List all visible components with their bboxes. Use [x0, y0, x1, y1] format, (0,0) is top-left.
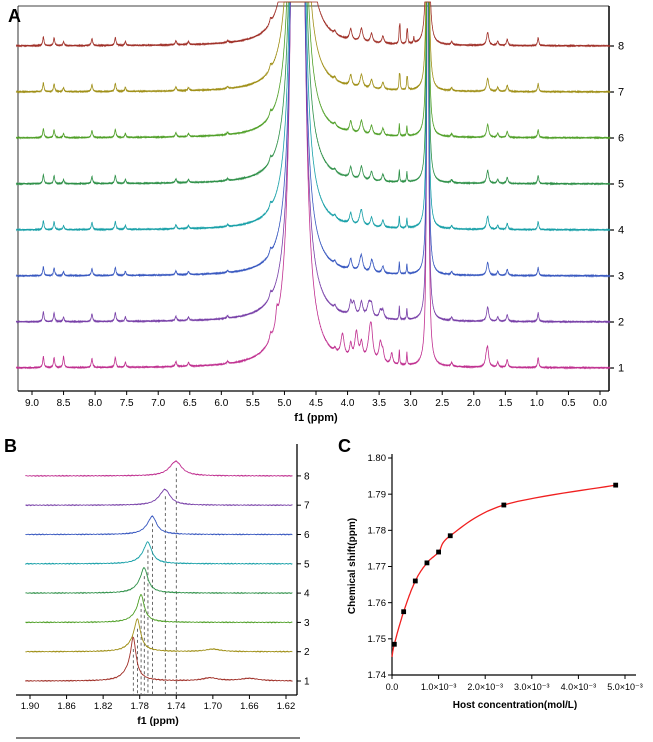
svg-text:1.79: 1.79 [368, 489, 387, 500]
svg-text:1: 1 [304, 677, 310, 688]
svg-text:7: 7 [618, 87, 624, 99]
panel-c-label: C [338, 436, 351, 456]
svg-text:3.5: 3.5 [372, 398, 386, 409]
data-point-marker [391, 641, 397, 647]
svg-text:1.70: 1.70 [204, 701, 223, 712]
panel-c-markers [391, 482, 619, 647]
svg-text:3.0×10⁻³: 3.0×10⁻³ [514, 682, 550, 692]
panel-c-binding-curve-chart: 1.74 1.75 1.76 1.77 1.78 1.79 1.80 0.0 1.0×10⁻³ 2… [347, 453, 643, 711]
nmr-trace-1 [15, 1, 611, 370]
svg-text:8.5: 8.5 [57, 398, 71, 409]
svg-text:8: 8 [618, 41, 624, 53]
nmr-trace-7 [15, 1, 611, 94]
svg-text:3: 3 [304, 618, 310, 629]
nmr-zoom-trace-2 [25, 618, 293, 653]
svg-text:4.0: 4.0 [341, 398, 355, 409]
svg-text:0.0: 0.0 [386, 682, 399, 692]
nmr-trace-5 [15, 1, 611, 186]
svg-text:6.0: 6.0 [214, 398, 228, 409]
panel-a-nmr-stack-chart: 9.0 8.5 8.0 7.5 7.0 6.5 6.0 5.5 5.0 4.5 4.0 3.5 3.0 2… [15, 1, 624, 424]
svg-text:5: 5 [618, 179, 624, 191]
svg-text:3: 3 [618, 271, 624, 283]
nmr-zoom-trace-7 [25, 488, 293, 507]
svg-text:1.78: 1.78 [130, 701, 149, 712]
panel-b-label: B [4, 436, 17, 456]
data-point-marker [447, 533, 453, 539]
svg-text:1.75: 1.75 [368, 634, 387, 645]
svg-text:2: 2 [618, 317, 624, 329]
data-point-marker [613, 482, 619, 488]
svg-text:0.0: 0.0 [593, 398, 607, 409]
svg-text:9.0: 9.0 [25, 398, 39, 409]
nmr-zoom-trace-4 [25, 566, 293, 595]
svg-text:7: 7 [304, 501, 310, 512]
svg-text:1.62: 1.62 [277, 701, 296, 712]
svg-text:5: 5 [304, 559, 310, 570]
svg-text:1.78: 1.78 [368, 526, 387, 537]
svg-text:1.74: 1.74 [368, 670, 387, 681]
svg-text:f1 (ppm): f1 (ppm) [137, 715, 178, 727]
nmr-zoom-trace-1 [25, 636, 293, 682]
svg-text:2: 2 [304, 647, 310, 658]
nmr-trace-6 [15, 1, 611, 140]
svg-text:1.90: 1.90 [21, 701, 40, 712]
nmr-zoom-trace-8 [25, 460, 293, 478]
svg-text:Chemical shift(ppm): Chemical shift(ppm) [347, 518, 358, 614]
nmr-trace-3 [15, 1, 611, 278]
svg-text:5.0×10⁻³: 5.0×10⁻³ [607, 682, 643, 692]
svg-text:6.5: 6.5 [183, 398, 197, 409]
svg-text:6: 6 [304, 530, 310, 541]
panel-b-nmr-zoom-chart: 1.90 1.86 1.82 1.78 1.74 1.70 1.66 1.62 f1 (ppm)… [16, 444, 310, 739]
panel-c-axes: 1.74 1.75 1.76 1.77 1.78 1.79 1.80 0.0 1.0×10⁻³ 2… [347, 453, 643, 711]
nmr-zoom-trace-5 [25, 541, 293, 565]
svg-text:f1 (ppm): f1 (ppm) [294, 412, 338, 424]
svg-text:1.66: 1.66 [240, 701, 259, 712]
svg-text:2.0: 2.0 [467, 398, 481, 409]
svg-text:1.86: 1.86 [57, 701, 76, 712]
svg-text:2.5: 2.5 [435, 398, 449, 409]
data-point-marker [412, 578, 418, 584]
svg-text:1.5: 1.5 [498, 398, 512, 409]
svg-text:Host concentration(mol/L): Host concentration(mol/L) [453, 700, 577, 711]
panel-a-axes: 9.0 8.5 8.0 7.5 7.0 6.5 6.0 5.5 5.0 4.5 4.0 3.5 3.0 2… [17, 5, 624, 424]
nmr-trace-4 [15, 1, 611, 232]
data-point-marker [436, 549, 441, 555]
svg-text:1: 1 [618, 363, 624, 375]
svg-text:1.0: 1.0 [530, 398, 544, 409]
panel-a-label: A [8, 6, 21, 26]
svg-text:5.0: 5.0 [277, 398, 291, 409]
panel-b-peak-guides [132, 467, 177, 694]
svg-text:1.0×10⁻³: 1.0×10⁻³ [421, 682, 457, 692]
svg-text:1.74: 1.74 [167, 701, 186, 712]
svg-text:6: 6 [618, 133, 624, 145]
svg-text:4: 4 [304, 589, 310, 600]
binding-fit-curve [391, 484, 616, 658]
svg-text:0.5: 0.5 [561, 398, 575, 409]
svg-text:5.5: 5.5 [246, 398, 260, 409]
svg-text:4: 4 [618, 225, 624, 237]
svg-text:1.77: 1.77 [368, 562, 387, 573]
nmr-trace-8 [15, 1, 611, 48]
data-point-marker [424, 560, 430, 566]
svg-text:7.5: 7.5 [120, 398, 134, 409]
panel-a-traces [15, 1, 611, 370]
panel-b-traces [25, 460, 293, 682]
svg-text:7.0: 7.0 [151, 398, 165, 409]
svg-text:1.76: 1.76 [368, 598, 387, 609]
nmr-zoom-trace-6 [25, 515, 293, 536]
svg-text:3.0: 3.0 [404, 398, 418, 409]
nmr-zoom-trace-3 [25, 594, 293, 624]
data-point-marker [501, 502, 507, 508]
svg-text:1.80: 1.80 [368, 453, 387, 464]
svg-text:4.0×10⁻³: 4.0×10⁻³ [561, 682, 597, 692]
svg-text:1.82: 1.82 [94, 701, 113, 712]
panel-b-axes: 1.90 1.86 1.82 1.78 1.74 1.70 1.66 1.62 f1 (ppm)… [16, 444, 310, 739]
svg-text:4.5: 4.5 [309, 398, 323, 409]
nmr-trace-2 [15, 1, 611, 324]
data-point-marker [401, 609, 407, 615]
svg-text:2.0×10⁻³: 2.0×10⁻³ [467, 682, 503, 692]
svg-text:8.0: 8.0 [88, 398, 102, 409]
svg-text:8: 8 [304, 471, 310, 482]
